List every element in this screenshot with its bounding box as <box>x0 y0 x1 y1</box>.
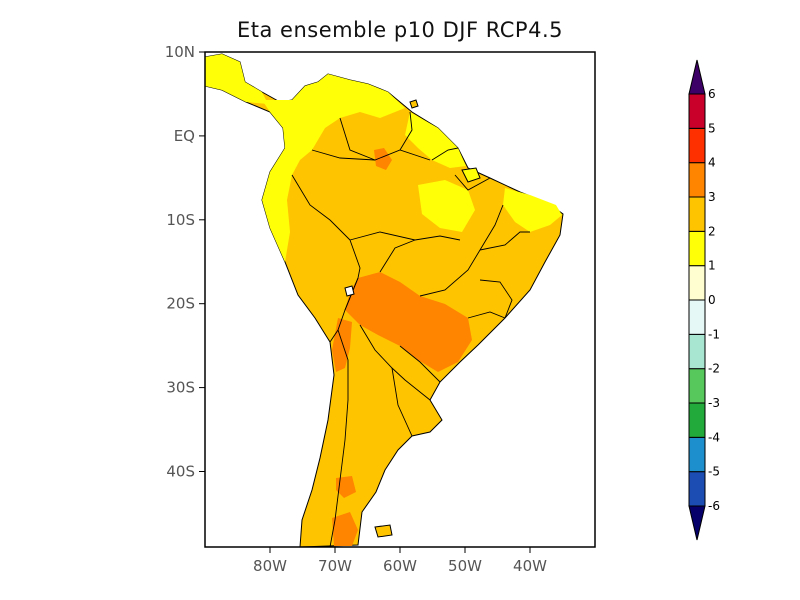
shade-central-america <box>205 54 268 104</box>
shade-patagonia-patch <box>332 512 358 546</box>
colorbar-label: -6 <box>708 499 720 513</box>
shade-amazon-mouth <box>418 180 475 232</box>
lat-tick-label: 40S <box>166 462 195 480</box>
colorbar-segment <box>688 333 706 370</box>
colorbar-label: 0 <box>708 293 716 307</box>
colorbar-label: 5 <box>708 121 716 135</box>
colorbar-segment <box>688 162 706 198</box>
lat-tick-label: 30S <box>166 379 195 397</box>
longitude-axis: 80W 70W 60W 50W 40W <box>253 547 547 575</box>
island-marajo <box>461 167 481 183</box>
shade-central-highlands <box>345 272 472 372</box>
lake-titicaca <box>344 285 355 297</box>
shade-amazon-spot <box>374 148 392 170</box>
lon-tick-label: 40W <box>513 557 547 575</box>
colorbar-segment <box>688 368 706 404</box>
colorbar-segment <box>688 127 706 164</box>
shade-northeast <box>503 188 562 232</box>
lat-tick-label: 10N <box>165 43 195 61</box>
map-panel <box>205 52 595 547</box>
lon-tick-label: 50W <box>448 557 482 575</box>
colorbar-segment <box>688 230 706 267</box>
country-borders <box>291 111 530 547</box>
colorbar-label: -5 <box>708 465 720 479</box>
shade-north-coast <box>262 74 405 262</box>
shade-guianas <box>405 112 466 168</box>
colorbar-label: 1 <box>708 259 716 273</box>
colorbar-label: -4 <box>708 430 720 444</box>
colorbar-segment <box>688 93 706 129</box>
colorbar-label: -3 <box>708 396 720 410</box>
shade-southern-patch <box>336 476 356 498</box>
lat-tick-label: 20S <box>166 295 195 313</box>
lat-tick-label: EQ <box>174 127 195 145</box>
island-trinidad <box>409 99 419 109</box>
lon-tick-label: 80W <box>253 557 287 575</box>
colorbar-label: 3 <box>708 190 716 204</box>
latitude-axis: 10N EQ 10S 20S 30S 40S <box>165 43 205 480</box>
lon-tick-label: 60W <box>383 557 417 575</box>
colorbar-label: 2 <box>708 224 716 238</box>
colorbar-segment <box>688 196 706 232</box>
colorbar-segment <box>688 471 706 507</box>
colorbar-label: -1 <box>708 327 720 341</box>
colorbar-segment <box>688 265 706 301</box>
colorbar-segment <box>688 402 706 438</box>
colorbar-label: 6 <box>708 87 716 101</box>
falkland-islands <box>374 524 393 538</box>
map-title: Eta ensemble p10 DJF RCP4.5 <box>237 18 563 42</box>
colorbar: -6 -5 -4 -3 -2 -1 0 1 2 3 4 5 6 <box>688 59 720 541</box>
lon-tick-label: 70W <box>318 557 352 575</box>
colorbar-segment <box>688 436 706 473</box>
lat-tick-label: 10S <box>166 211 195 229</box>
colorbar-label: 4 <box>708 156 716 170</box>
colorbar-upper-extension <box>688 59 706 95</box>
colorbar-label: -2 <box>708 362 720 376</box>
colorbar-lower-extension <box>688 505 706 541</box>
colorbar-segment <box>688 299 706 335</box>
